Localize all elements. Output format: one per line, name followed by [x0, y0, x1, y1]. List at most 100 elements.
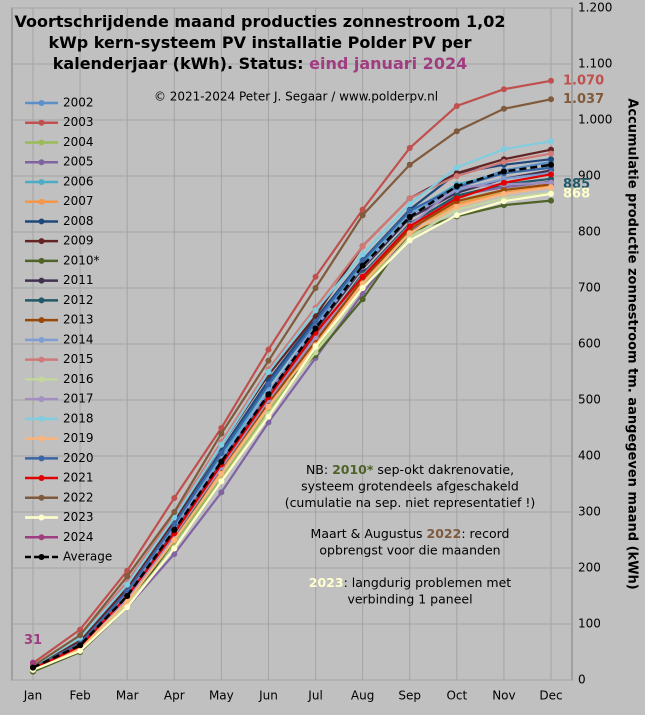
y2-tick-label: 200: [578, 561, 601, 575]
data-point: [124, 573, 131, 580]
x-tick-label: Mar: [116, 689, 139, 703]
data-point: [265, 391, 272, 398]
data-point: [265, 357, 272, 364]
y2-tick-label: 1.100: [578, 57, 612, 71]
data-point: [548, 184, 554, 191]
data-point: [218, 441, 225, 448]
data-point: [171, 545, 178, 552]
data-point: [171, 551, 178, 557]
legend-marker: [38, 297, 45, 304]
title-line: kalenderjaar (kWh). Status:: [53, 54, 304, 73]
x-tick-label: Nov: [492, 689, 515, 703]
data-point: [548, 77, 554, 84]
legend-label: 2014: [63, 332, 94, 346]
chart-title: kalenderjaar (kWh). Status: eind januari…: [53, 54, 467, 73]
legend-marker: [38, 396, 45, 403]
data-point: [77, 642, 84, 649]
chart-title: Voortschrijdende maand producties zonnes…: [15, 12, 506, 31]
data-point: [312, 318, 319, 325]
series-line: [32, 173, 552, 670]
x-tick-label: Jan: [23, 689, 43, 703]
data-point: [548, 138, 554, 145]
data-point: [77, 626, 84, 633]
data-point: [359, 296, 366, 303]
data-point: [218, 478, 225, 485]
data-point: [406, 213, 413, 220]
annotation-highlight: 2023: [309, 575, 344, 590]
data-point: [500, 179, 507, 186]
data-point: [406, 201, 413, 207]
x-tick-label: May: [209, 689, 234, 703]
series-line: [32, 186, 552, 670]
data-point: [500, 146, 507, 153]
y2-tick-label: 700: [578, 281, 601, 295]
legend-marker: [38, 494, 45, 501]
legend-label: 2003: [63, 115, 94, 129]
x-tick-label: Jun: [258, 689, 278, 703]
data-point: [312, 307, 319, 314]
annotation-text: (cumulatie na sep. niet representatief !…: [285, 495, 536, 510]
data-point: [359, 290, 366, 297]
title-line: kWp kern-systeem PV installatie Polder P…: [48, 33, 471, 52]
data-point: [548, 197, 554, 204]
data-point: [453, 103, 460, 109]
data-point: [265, 381, 272, 388]
legend-marker: [38, 356, 45, 363]
y2-tick-label: 100: [578, 617, 601, 631]
x-tick-label: Apr: [164, 689, 185, 703]
legend-label: 2016: [63, 372, 94, 386]
y2-tick-label: 800: [578, 225, 601, 239]
data-point: [548, 190, 554, 197]
data-point: [312, 313, 319, 319]
data-point: [312, 343, 319, 350]
y2-tick-label: 900: [578, 169, 601, 183]
data-point: [406, 223, 413, 230]
y2-tick-label: 600: [578, 337, 601, 351]
annotation-text: Maart & Augustus: [311, 526, 427, 541]
data-point: [500, 159, 507, 165]
legend-label: 2020: [63, 451, 94, 465]
legend-label: 2012: [63, 293, 94, 307]
legend-marker: [38, 317, 45, 324]
annotation: 2023: langdurig problemen met: [309, 575, 512, 590]
y2-axis-label: Accumulatie productie zonnestroom tm. aa…: [625, 98, 640, 589]
data-point: [500, 198, 507, 205]
data-point: [171, 526, 178, 533]
point-label: 1.037: [563, 92, 604, 107]
data-point: [548, 171, 554, 178]
legend-marker: [38, 198, 45, 205]
data-point: [453, 203, 460, 210]
x-tick-label: Sep: [398, 689, 421, 703]
annotation: NB: 2010* sep-okt dakrenovatie,: [306, 462, 514, 477]
data-point: [500, 168, 507, 175]
legend-label: 2015: [63, 352, 94, 366]
legend-label: 2011: [63, 273, 94, 287]
legend-label: 2023: [63, 510, 94, 524]
chart-title: kWp kern-systeem PV installatie Polder P…: [48, 33, 471, 52]
legend-marker: [38, 277, 45, 284]
legend-marker: [38, 218, 45, 225]
data-point: [406, 195, 413, 202]
y2-tick-label: 1.000: [578, 113, 612, 127]
legend-label: 2019: [63, 431, 94, 445]
data-point: [171, 537, 178, 543]
x-tick-label: Aug: [351, 689, 374, 703]
annotation-text: opbrengst voor die maanden: [319, 542, 500, 557]
data-point: [265, 413, 272, 420]
legend-marker: [38, 534, 45, 541]
data-point: [453, 128, 460, 135]
legend-marker: [38, 376, 45, 383]
data-point: [77, 632, 84, 639]
legend-marker: [38, 455, 45, 462]
annotation-text: sep-okt dakrenovatie,: [373, 462, 514, 477]
legend-label: 2008: [63, 214, 94, 228]
data-point: [312, 273, 319, 280]
data-point: [359, 212, 366, 219]
subtitle: © 2021-2024 Peter J. Segaar / www.polder…: [154, 90, 438, 104]
annotation: Maart & Augustus 2022: record: [311, 526, 510, 541]
legend-label: 2010*: [63, 253, 100, 267]
y2-tick-label: 300: [578, 505, 601, 519]
data-point: [124, 567, 131, 574]
annotation-text: : record: [461, 526, 509, 541]
